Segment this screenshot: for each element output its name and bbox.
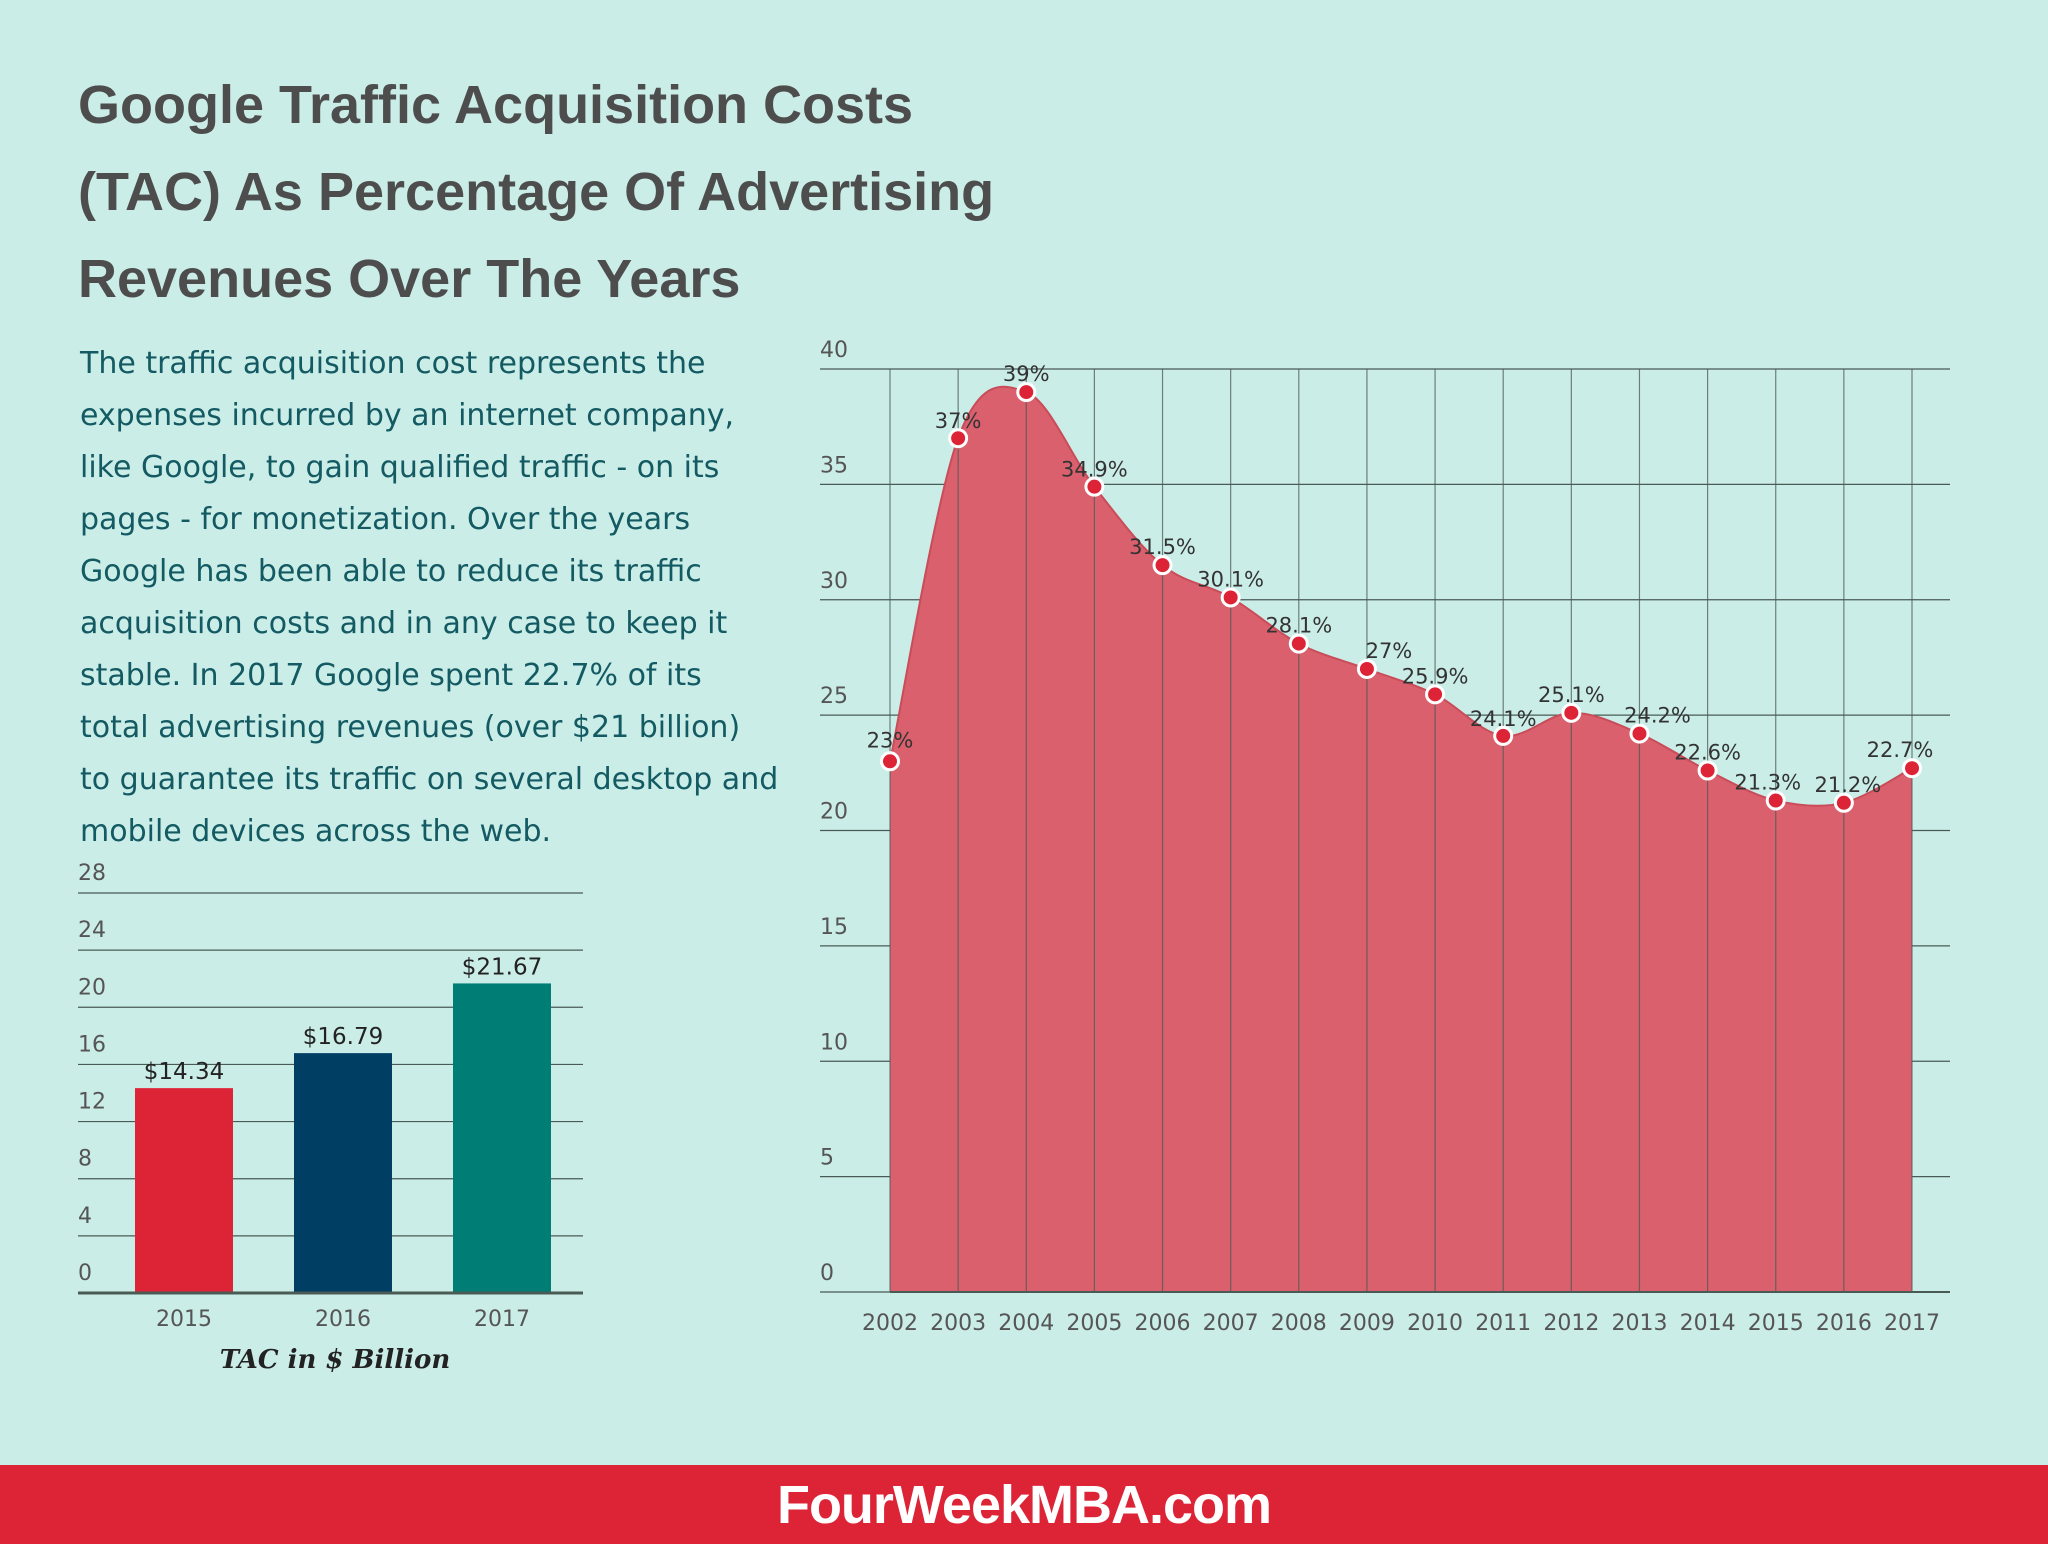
data-label: 27% — [1366, 639, 1413, 663]
x-tick-label: 2004 — [998, 1311, 1054, 1336]
data-label: 30.1% — [1197, 567, 1264, 591]
x-tick-label: 2015 — [1748, 1311, 1804, 1336]
y-tick-label: 25 — [820, 684, 848, 709]
bar-y-tick-label: 20 — [78, 975, 106, 1000]
data-point — [1425, 684, 1446, 705]
x-tick-label: 2005 — [1066, 1311, 1122, 1336]
data-label: 28.1% — [1265, 614, 1332, 638]
x-tick-label: 2016 — [1816, 1311, 1872, 1336]
data-point — [1356, 658, 1377, 679]
data-label: 24.2% — [1624, 704, 1691, 728]
bar-value-label: $16.79 — [303, 1024, 383, 1050]
data-label: 37% — [935, 409, 982, 433]
bar-y-tick-label: 8 — [78, 1147, 92, 1172]
y-tick-label: 30 — [820, 569, 848, 594]
bar-y-tick-label: 0 — [78, 1261, 92, 1286]
footer-brand: FourWeekMBA.com — [776, 1474, 1272, 1535]
tac-billion-bar-chart: 0 4 8 12 16 20 24 28 $14.34 2015 $16.79 2016 $21.67 2… — [78, 861, 583, 1375]
data-point — [1629, 723, 1650, 744]
data-point — [1765, 790, 1786, 811]
data-point — [1016, 382, 1037, 403]
area-series-fill — [890, 386, 1912, 1292]
footer-bar: FourWeekMBA.com — [0, 1465, 2048, 1544]
data-label: 24.1% — [1470, 707, 1537, 731]
data-label: 22.7% — [1867, 738, 1934, 762]
y-tick-label: 0 — [820, 1261, 834, 1286]
data-point — [1561, 702, 1582, 723]
y-tick-label: 20 — [820, 800, 848, 825]
x-tick-label: 2003 — [930, 1311, 986, 1336]
data-label: 25.1% — [1538, 683, 1605, 707]
x-tick-label: 2008 — [1271, 1311, 1327, 1336]
x-tick-label: 2009 — [1339, 1311, 1395, 1336]
data-point — [1902, 758, 1922, 779]
description-line: to guarantee its traffic on several desk… — [80, 762, 779, 797]
x-tick-label: 2002 — [862, 1311, 918, 1336]
data-point — [1220, 587, 1241, 608]
data-point — [1152, 555, 1173, 576]
bar-value-label: $14.34 — [144, 1059, 224, 1085]
description: The traffic acquisition cost represents … — [80, 338, 780, 858]
data-label: 21.3% — [1734, 771, 1801, 795]
bar-x-tick-label: 2016 — [315, 1307, 371, 1332]
y-tick-label: 40 — [820, 338, 848, 363]
title-line: Revenues Over The Years — [78, 249, 741, 309]
description-line: expenses incurred by an internet company… — [80, 398, 735, 433]
description-line: The traffic acquisition cost represents … — [80, 346, 706, 381]
bar — [294, 1053, 392, 1293]
x-tick-label: 2014 — [1680, 1311, 1736, 1336]
bar-y-tick-label: 24 — [78, 918, 106, 943]
bar-x-tick-label: 2017 — [474, 1307, 530, 1332]
data-point — [880, 751, 900, 772]
data-point — [1288, 633, 1309, 654]
page-title: Google Traffic Acquisition Costs (TAC) A… — [78, 62, 1078, 323]
description-line: stable. In 2017 Google spent 22.7% of it… — [80, 658, 702, 693]
bar-value-label: $21.67 — [462, 954, 542, 980]
bar-x-axis-title: TAC in $ Billion — [220, 1345, 451, 1375]
title-line: Google Traffic Acquisition Costs — [78, 75, 914, 135]
data-point — [1833, 792, 1854, 813]
tac-percentage-area-chart: 0 5 10 15 20 25 30 35 40 2002 2003 2004 2005 2006 2007… — [820, 338, 1950, 1336]
x-tick-label: 2017 — [1884, 1311, 1940, 1336]
x-tick-label: 2012 — [1543, 1311, 1599, 1336]
data-label: 21.2% — [1815, 773, 1882, 797]
data-label: 31.5% — [1129, 535, 1196, 559]
x-tick-label: 2013 — [1611, 1311, 1667, 1336]
data-point — [1084, 476, 1105, 497]
title-line: (TAC) As Percentage Of Advertising — [78, 162, 995, 222]
description-line: pages - for monetization. Over the years — [80, 502, 691, 537]
y-tick-label: 35 — [820, 453, 848, 478]
y-tick-label: 15 — [820, 915, 848, 940]
data-label: 23% — [867, 728, 914, 752]
data-point — [1697, 760, 1718, 781]
y-tick-label: 10 — [820, 1030, 848, 1055]
data-label: 34.9% — [1061, 458, 1128, 482]
bar-y-tick-label: 28 — [78, 861, 106, 886]
bar — [453, 983, 551, 1293]
data-point — [1493, 725, 1514, 746]
y-tick-label: 5 — [820, 1146, 834, 1171]
description-line: acquisition costs and in any case to kee… — [80, 606, 728, 641]
data-label: 22.6% — [1674, 741, 1741, 765]
x-tick-label: 2010 — [1407, 1311, 1463, 1336]
x-tick-label: 2011 — [1475, 1311, 1531, 1336]
data-label: 25.9% — [1402, 664, 1469, 688]
description-line: like Google, to gain qualified traffic -… — [80, 450, 720, 485]
bar-y-tick-label: 16 — [78, 1032, 106, 1057]
data-label: 39% — [1003, 362, 1050, 386]
data-point — [948, 428, 969, 449]
bar-y-tick-label: 12 — [78, 1090, 106, 1115]
bar-y-tick-label: 4 — [78, 1204, 92, 1229]
description-line: total advertising revenues (over $21 bil… — [80, 710, 741, 745]
description-line: Google has been able to reduce its traff… — [80, 554, 702, 589]
bar-x-tick-label: 2015 — [156, 1307, 212, 1332]
area-series-line — [889, 385, 1913, 807]
description-line: mobile devices across the web. — [80, 814, 552, 849]
bar — [135, 1088, 233, 1293]
x-tick-label: 2007 — [1203, 1311, 1259, 1336]
x-tick-label: 2006 — [1135, 1311, 1191, 1336]
